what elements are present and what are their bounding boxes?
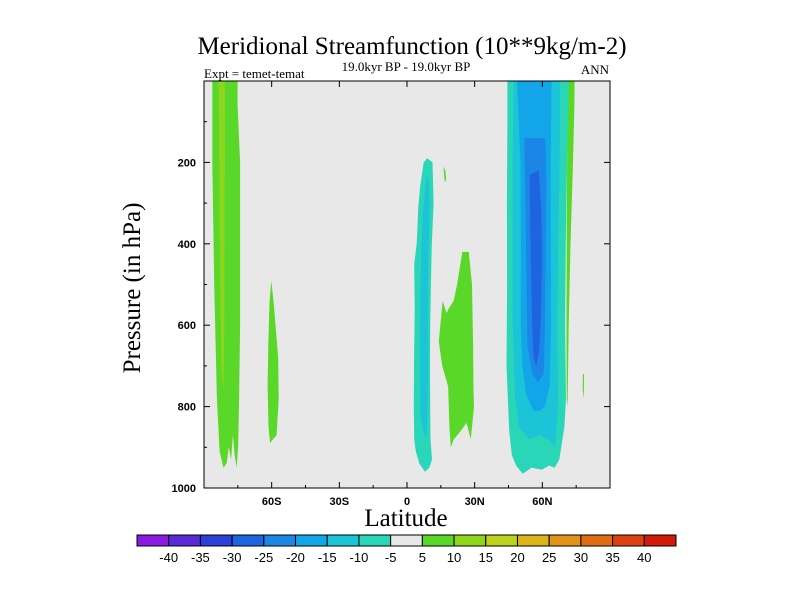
colorbar-swatch [390,534,423,547]
colorbar-swatch [168,534,201,547]
plot-area [203,80,611,489]
x-axis: 60S 30S 0 30N 60N [237,81,611,508]
contour-region-sh-polar-positive-inner [218,81,225,391]
colorbar-swatch [580,534,614,547]
colorbar-swatch [548,534,582,547]
colorbar-swatch [263,534,297,547]
contour-region-nh-tropical-positive-speck [443,166,447,183]
x-tick-label: 30S [330,496,350,508]
colorbar-swatch [643,534,677,547]
colorbar-swatch [295,534,328,547]
colorbar-swatch [516,534,550,547]
colorbar-swatch [453,534,487,547]
colorbar-label: 25 [542,550,556,565]
y-tick-label: 1000 [172,483,196,495]
chart-subtitle-left: Expt = temet-temat [204,66,305,81]
y-tick-label: 600 [178,320,196,332]
contour-region-nh-highlat-positive-speck [582,374,585,399]
contour-region-nh-tropical-positive-cell [438,251,474,448]
colorbar-label: -5 [385,550,397,565]
y-tick-label: 200 [178,157,196,169]
contour-region-sh-midlat-positive-cell [267,280,279,444]
colorbar-label: 5 [419,550,426,565]
colorbar-label: 15 [479,550,493,565]
contour-region-tropical-negative-core [420,174,430,440]
colorbar-label: -20 [286,550,305,565]
y-tick-label: 400 [178,239,196,251]
colorbar-label: -10 [350,550,369,565]
colorbar-swatch [199,534,233,547]
colorbar-swatch [231,534,265,547]
colorbar-swatch [421,534,455,547]
chart-title: Meridional Streamfunction (10**9kg/m-2) [197,33,626,60]
colorbar-swatch [326,534,360,547]
y-axis: 200 400 600 800 1000 [172,121,610,495]
colorbar-swatch [136,534,170,547]
x-tick-label: 0 [404,496,410,508]
y-axis-label: Pressure (in hPa) [119,203,146,374]
contour-region-nh-midlat-negative-core [529,170,542,366]
x-tick-label: 60S [262,496,282,508]
colorbar-label: 20 [510,550,524,565]
colorbar-label: 35 [605,550,619,565]
colorbar-label: 40 [637,550,651,565]
colorbar-label: -40 [159,550,178,565]
colorbar-label: -35 [191,550,210,565]
colorbar-label: 30 [574,550,588,565]
colorbar-label: 10 [447,550,461,565]
colorbar-swatch [358,534,392,547]
contour-region-nh-highlat-positive-band [566,81,575,407]
colorbar: -40 -35 -30 -25 -20 -15 -10 -5 5 10 15 20 25 30 35 40 [136,534,677,565]
y-tick-label: 800 [178,402,196,414]
colorbar-label: -25 [254,550,273,565]
colorbar-swatch [612,534,645,547]
colorbar-swatch [485,534,518,547]
chart-subtitle-center: 19.0kyr BP - 19.0kyr BP [342,59,471,74]
chart-subtitle-right: ANN [581,62,610,77]
contour-region-sh-polar-positive-band [212,81,241,468]
colorbar-label: -30 [223,550,242,565]
x-tick-label: 30N [465,496,485,508]
x-tick-label: 60N [532,496,552,508]
colorbar-label: -15 [318,550,337,565]
x-axis-label: Latitude [364,505,447,532]
